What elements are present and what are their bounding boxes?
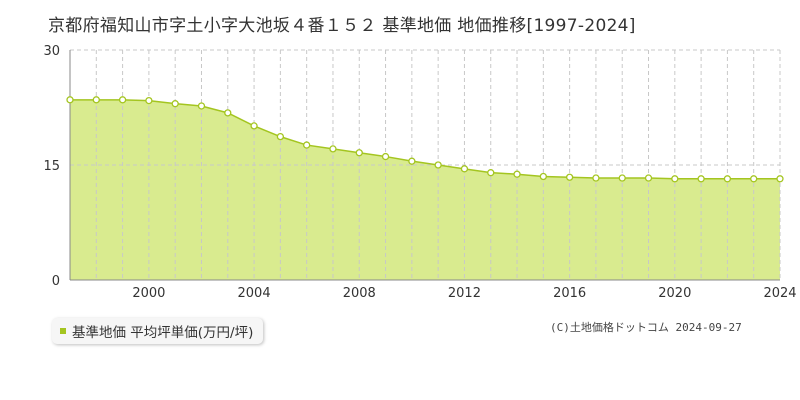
chart-title: 京都府福知山市字土小字大池坂４番１５２ 基準地価 地価推移[1997-2024]	[48, 16, 636, 36]
data-point	[460, 165, 469, 173]
data-point	[92, 96, 100, 104]
data-point	[171, 100, 179, 108]
data-point	[355, 149, 363, 157]
series-line	[70, 99, 780, 180]
legend-label: 基準地価 平均坪単価(万円/坪)	[72, 325, 254, 341]
data-point	[434, 161, 442, 169]
data-point	[487, 169, 495, 177]
data-point	[224, 109, 232, 117]
data-point	[66, 96, 74, 104]
data-point	[539, 172, 547, 181]
data-point	[250, 122, 258, 130]
x-tick-label: 2024	[763, 286, 796, 300]
data-point	[513, 170, 521, 178]
data-point	[118, 96, 127, 104]
data-point	[671, 175, 679, 183]
x-tick-label: 2000	[132, 286, 165, 300]
data-point	[408, 157, 416, 165]
y-tick-label: 15	[43, 159, 60, 174]
x-tick-label: 2004	[238, 286, 271, 300]
series-area	[70, 99, 780, 280]
x-tick-label: 2020	[658, 286, 691, 300]
x-tick-label: 2016	[553, 286, 586, 300]
data-point	[592, 174, 600, 182]
data-point	[776, 175, 784, 183]
y-tick-label: 0	[52, 274, 60, 289]
data-point	[697, 175, 705, 183]
x-tick-label: 2008	[343, 286, 376, 300]
data-point	[644, 174, 653, 182]
data-point	[381, 152, 390, 161]
credit-text: (C)土地価格ドットコム 2024-09-27	[550, 321, 742, 334]
data-point	[329, 145, 337, 153]
data-point	[618, 174, 626, 182]
data-point	[565, 173, 574, 181]
data-point	[303, 141, 311, 149]
legend-swatch	[60, 328, 66, 334]
x-tick-label: 2012	[448, 286, 481, 300]
y-tick-label: 30	[43, 44, 60, 59]
data-point	[750, 175, 758, 183]
data-point	[145, 96, 153, 105]
legend: 基準地価 平均坪単価(万円/坪)	[52, 318, 264, 344]
data-point	[276, 132, 285, 141]
chart-plot: 0 15 30 2000 2004 2008 2012 2016 2020 2024	[43, 44, 796, 300]
data-point	[197, 102, 206, 110]
data-point	[723, 175, 732, 183]
